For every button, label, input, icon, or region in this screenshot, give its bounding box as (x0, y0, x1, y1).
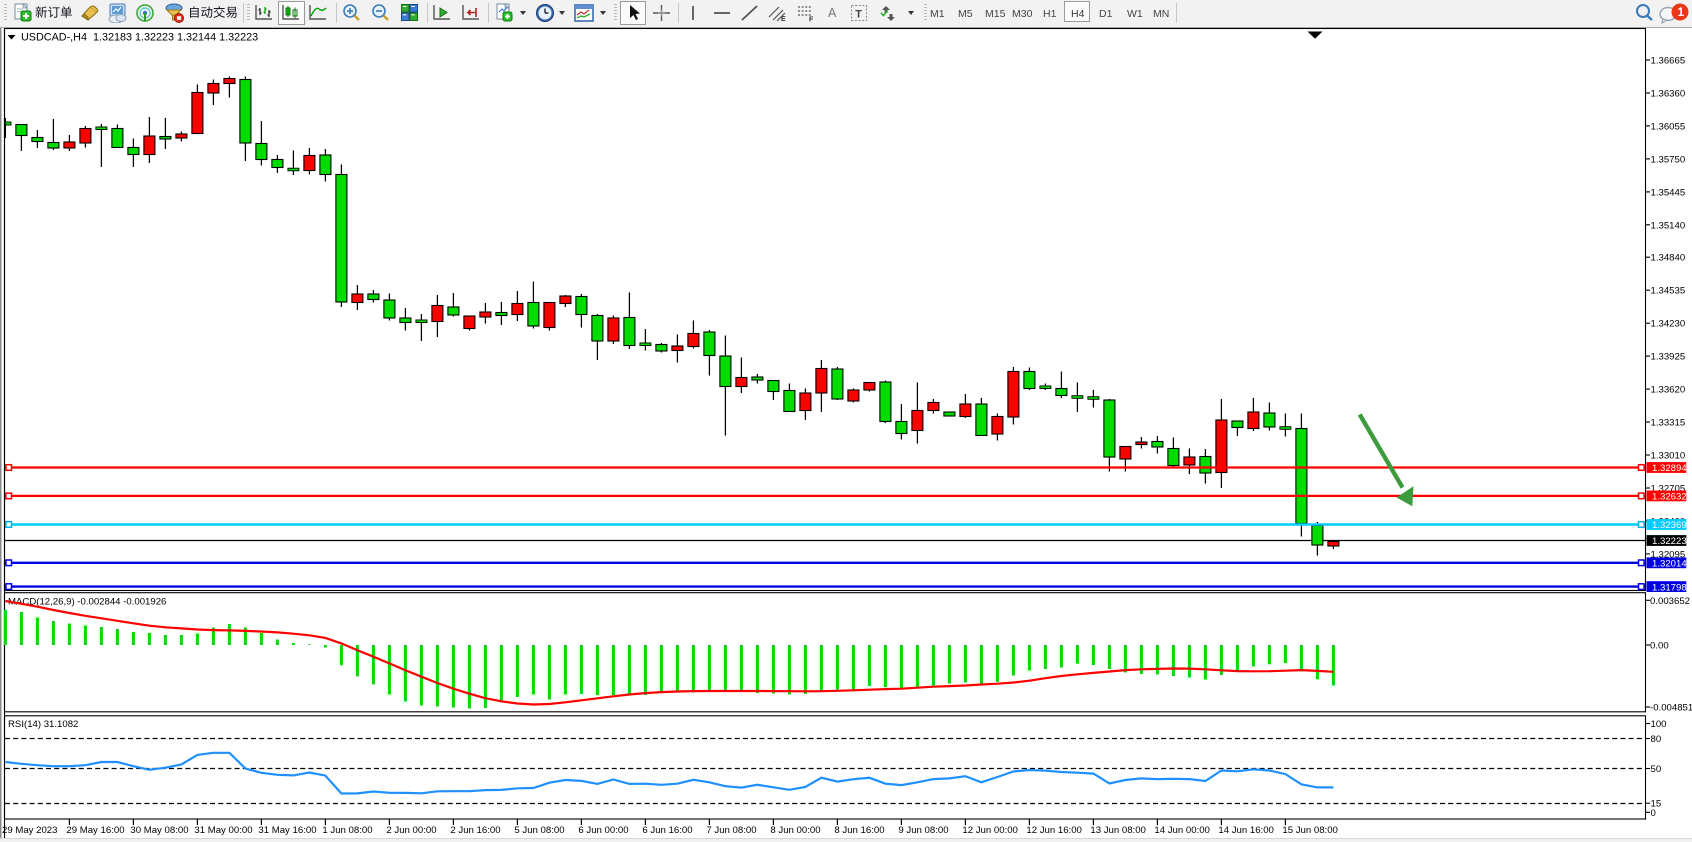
svg-text:80: 80 (1651, 734, 1662, 745)
svg-text:6 Jun 16:00: 6 Jun 16:00 (642, 825, 692, 836)
svg-text:1.33620: 1.33620 (1651, 385, 1686, 396)
svg-text:MACD(12,26,9) -0.002844 -0.001: MACD(12,26,9) -0.002844 -0.001926 (8, 597, 166, 608)
svg-text:1.33315: 1.33315 (1651, 418, 1686, 429)
svg-text:0.00: 0.00 (1650, 641, 1669, 652)
svg-text:1.33010: 1.33010 (1651, 451, 1686, 462)
svg-text:1.34535: 1.34535 (1651, 286, 1686, 297)
svg-text:13 Jun 08:00: 13 Jun 08:00 (1090, 825, 1145, 836)
svg-text:1: 1 (1678, 5, 1685, 19)
svg-text:29 May 16:00: 29 May 16:00 (66, 825, 124, 836)
svg-text:9 Jun 08:00: 9 Jun 08:00 (898, 825, 948, 836)
svg-text:50: 50 (1651, 764, 1662, 775)
svg-text:1.33925: 1.33925 (1651, 352, 1686, 363)
svg-text:T: T (855, 9, 862, 21)
svg-text:2 Jun 16:00: 2 Jun 16:00 (450, 825, 500, 836)
svg-text:1.32632: 1.32632 (1652, 492, 1687, 503)
svg-text:29 May 2023: 29 May 2023 (2, 825, 57, 836)
svg-text:1.32369: 1.32369 (1652, 520, 1687, 531)
svg-text:6 Jun 00:00: 6 Jun 00:00 (578, 825, 628, 836)
svg-text:31 May 16:00: 31 May 16:00 (258, 825, 316, 836)
svg-text:1.36360: 1.36360 (1651, 89, 1686, 100)
svg-text:1.34230: 1.34230 (1651, 319, 1686, 330)
svg-text:1.32014: 1.32014 (1652, 559, 1687, 570)
svg-text:15 Jun 08:00: 15 Jun 08:00 (1282, 825, 1337, 836)
svg-text:1.34840: 1.34840 (1651, 253, 1686, 264)
svg-text:1.35140: 1.35140 (1651, 220, 1686, 231)
svg-text:1.32095: 1.32095 (1651, 549, 1686, 560)
svg-text:1.32223: 1.32223 (1652, 536, 1687, 547)
svg-text:F: F (809, 17, 814, 23)
svg-text:12 Jun 16:00: 12 Jun 16:00 (1026, 825, 1081, 836)
svg-text:0: 0 (1651, 808, 1656, 819)
svg-text:8 Jun 16:00: 8 Jun 16:00 (834, 825, 884, 836)
svg-text:1.32894: 1.32894 (1652, 463, 1687, 474)
svg-text:7 Jun 08:00: 7 Jun 08:00 (706, 825, 756, 836)
svg-text:1.31798: 1.31798 (1652, 582, 1687, 593)
svg-text:1.36665: 1.36665 (1651, 56, 1686, 67)
svg-text:USDCAD-,H4 1.32183 1.32223 1.: USDCAD-,H4 1.32183 1.32223 1.32144 1.322… (21, 32, 258, 44)
svg-text:8 Jun 00:00: 8 Jun 00:00 (770, 825, 820, 836)
svg-text:-0.004851: -0.004851 (1650, 703, 1692, 714)
svg-text:30 May 08:00: 30 May 08:00 (130, 825, 188, 836)
svg-text:1.36055: 1.36055 (1651, 121, 1686, 132)
svg-text:1.35445: 1.35445 (1651, 187, 1686, 198)
svg-text:E: E (781, 16, 786, 22)
svg-text:14 Jun 00:00: 14 Jun 00:00 (1154, 825, 1209, 836)
svg-text:31 May 00:00: 31 May 00:00 (194, 825, 252, 836)
svg-text:1.35750: 1.35750 (1651, 154, 1686, 165)
svg-text:0.003652: 0.003652 (1650, 596, 1690, 607)
svg-text:5 Jun 08:00: 5 Jun 08:00 (514, 825, 564, 836)
svg-text:2 Jun 00:00: 2 Jun 00:00 (386, 825, 436, 836)
svg-text:RSI(14) 31.1082: RSI(14) 31.1082 (8, 719, 78, 730)
svg-text:100: 100 (1651, 719, 1667, 730)
svg-text:15: 15 (1651, 799, 1662, 810)
svg-text:14 Jun 16:00: 14 Jun 16:00 (1218, 825, 1273, 836)
svg-text:12 Jun 00:00: 12 Jun 00:00 (962, 825, 1017, 836)
svg-text:1.32705: 1.32705 (1651, 484, 1686, 495)
svg-text:1 Jun 08:00: 1 Jun 08:00 (322, 825, 372, 836)
